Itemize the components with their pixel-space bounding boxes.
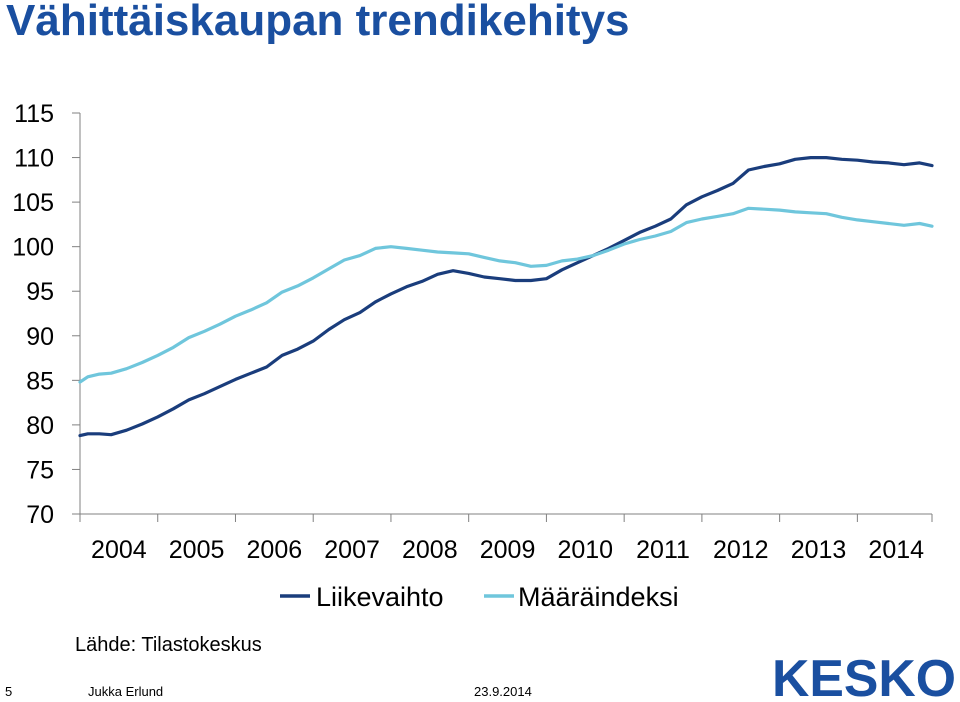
y-tick-label: 105	[12, 189, 54, 217]
x-tick-label: 2008	[402, 536, 458, 564]
x-tick-label: 2010	[557, 536, 613, 564]
author: Jukka Erlund	[88, 684, 164, 699]
plot-area	[78, 156, 934, 438]
x-tick-label: 2005	[169, 536, 225, 564]
y-tick-label: 110	[14, 145, 54, 173]
x-tick-label: 2007	[324, 536, 380, 564]
x-tick-label: 2009	[480, 536, 536, 564]
y-tick-label: 115	[14, 100, 54, 128]
y-tick-label: 100	[12, 234, 54, 262]
page-number: 5	[5, 684, 13, 699]
y-tick-label: 80	[26, 412, 54, 440]
page-title: Vähittäiskaupan trendikehitys	[6, 0, 630, 45]
y-tick-label: 95	[26, 278, 54, 306]
y-tick-label: 75	[26, 456, 54, 484]
x-tick-label: 2013	[791, 536, 847, 564]
x-tick-label: 2011	[636, 536, 690, 564]
series-line-2	[78, 206, 934, 384]
legend: Liikevaihto Määräindeksi	[280, 582, 679, 612]
date: 23.9.2014	[474, 684, 532, 699]
x-tick-label: 2004	[91, 536, 147, 564]
y-tick-label: 90	[26, 323, 54, 351]
x-tick-label: 2012	[713, 536, 769, 564]
series-line-1	[78, 156, 934, 438]
x-tick-label: 2006	[247, 536, 303, 564]
y-axis: 70 75 80 85 90 95 100 105 110 115	[12, 100, 81, 529]
x-tick-label: 2014	[868, 536, 924, 564]
kesko-logo: KESKO	[772, 650, 956, 700]
x-axis: 2004 2005 2006 2007 2008 2009 2010 2011 2012 2013…	[79, 513, 933, 564]
source-note: Lähde: Tilastokeskus	[75, 634, 262, 656]
y-tick-label: 85	[26, 367, 54, 395]
logo-wordmark: KESKO	[772, 650, 956, 700]
y-tick-label: 70	[26, 501, 54, 529]
legend-label-2: Määräindeksi	[518, 582, 679, 612]
legend-label-1: Liikevaihto	[316, 582, 444, 612]
